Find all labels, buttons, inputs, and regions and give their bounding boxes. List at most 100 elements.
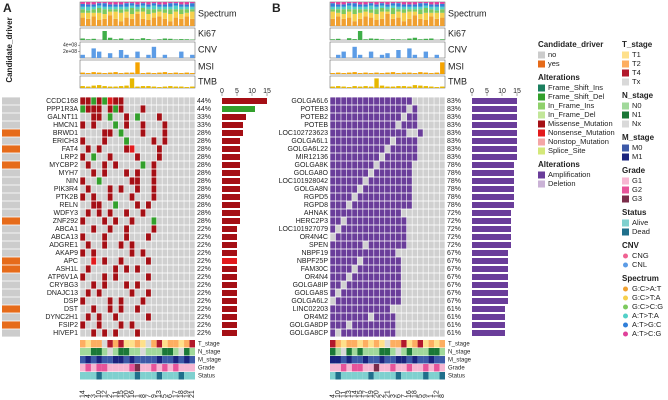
alteration-cell — [184, 161, 190, 169]
alteration-cell — [146, 257, 151, 265]
spectrum-segment — [385, 6, 390, 10]
alteration-cell — [390, 177, 396, 185]
alteration-cell — [118, 121, 124, 129]
spectrum-segment — [135, 2, 140, 5]
tmb-bar — [146, 86, 151, 88]
alteration-cell — [124, 169, 129, 177]
alteration-cell — [129, 193, 135, 201]
annotation-cell — [340, 364, 347, 372]
alteration-cell — [135, 97, 140, 105]
alteration-cell — [146, 137, 151, 145]
spectrum-segment — [124, 3, 129, 7]
tmb-bar — [140, 86, 146, 88]
spectrum-segment — [336, 6, 341, 10]
alteration-cell — [352, 137, 358, 145]
alteration-cell — [417, 209, 423, 217]
alteration-cell — [439, 97, 445, 105]
spectrum-segment — [434, 2, 439, 5]
spectrum-segment — [401, 4, 407, 7]
alteration-cell — [80, 273, 86, 281]
alteration-cell — [178, 321, 184, 329]
alteration-cell — [363, 281, 369, 289]
alteration-cell — [140, 169, 146, 177]
alteration-cell — [151, 265, 157, 273]
alteration-cell — [396, 313, 401, 321]
alteration-cell — [107, 225, 113, 233]
spectrum-segment — [429, 4, 434, 7]
alteration-cell — [385, 145, 390, 153]
spectrum-segment — [336, 16, 341, 26]
percent-label: 22% — [197, 306, 211, 313]
msi-bar — [379, 73, 385, 74]
alteration-cell — [335, 305, 341, 313]
annotation-cell — [151, 348, 157, 356]
spectrum-segment — [118, 4, 124, 7]
percent-label: 22% — [197, 330, 211, 337]
annotation-cell — [428, 340, 435, 348]
annotation-cell — [428, 372, 435, 380]
spectrum-segment — [140, 11, 146, 19]
alteration-cell — [401, 209, 407, 217]
alteration-cell — [385, 193, 390, 201]
spectrum-segment — [190, 18, 195, 26]
alteration-cell — [162, 145, 168, 153]
alteration-cell — [401, 329, 407, 337]
tmb-bar — [440, 86, 445, 88]
sample-label: 6 — [167, 394, 174, 398]
spectrum-segment — [390, 3, 396, 6]
alteration-cell — [352, 305, 358, 313]
alteration-cell — [434, 217, 440, 225]
alteration-cell — [346, 225, 352, 233]
alteration-cell — [162, 281, 168, 289]
sample-label: 11 — [112, 391, 119, 398]
spectrum-segment — [336, 2, 341, 5]
spectrum-segment — [102, 2, 107, 4]
alteration-cell — [96, 113, 102, 121]
alteration-cell — [357, 313, 363, 321]
annotation-cell — [368, 340, 374, 348]
spectrum-segment — [407, 4, 412, 7]
spectrum-segment — [346, 5, 352, 10]
alteration-cell — [439, 281, 445, 289]
spectrum-segment — [418, 3, 423, 7]
alteration-cell — [379, 169, 385, 177]
annotation-cell — [129, 364, 135, 372]
spectrum-segment — [336, 9, 341, 13]
alteration-cell — [80, 161, 86, 169]
alteration-cell — [129, 113, 135, 121]
percent-label: 22% — [197, 266, 211, 273]
alteration-cell — [189, 265, 195, 273]
tmb-bar — [412, 85, 418, 88]
alteration-cell — [417, 113, 423, 121]
alteration-cell — [439, 241, 445, 249]
alteration-cell — [113, 161, 119, 169]
alteration-cell — [129, 281, 135, 289]
msi-bar — [330, 73, 335, 74]
alteration-cell — [401, 113, 407, 121]
alteration-cell — [162, 329, 168, 337]
percent-label: 78% — [447, 194, 461, 201]
alteration-cell — [107, 129, 113, 137]
annotation-cell — [434, 356, 440, 364]
spectrum-segment — [118, 21, 124, 26]
spectrum-segment — [434, 6, 439, 11]
alteration-cell — [357, 289, 363, 297]
alteration-cell — [406, 265, 412, 273]
alteration-cell — [401, 129, 407, 137]
alteration-cell — [80, 169, 86, 177]
alteration-cell — [173, 209, 179, 217]
annotation-cell — [401, 340, 407, 348]
alteration-cell — [156, 233, 162, 241]
alteration-cell — [401, 169, 407, 177]
gene-label: GOLGA8IP — [293, 282, 329, 289]
msi-bar — [390, 72, 396, 74]
alteration-cell — [417, 249, 423, 257]
alteration-cell — [379, 209, 385, 217]
alteration-cell — [352, 313, 358, 321]
spectrum-segment — [412, 6, 418, 10]
gene-label: DSP — [64, 298, 79, 305]
candidate-cell — [2, 193, 20, 201]
alteration-cell — [113, 121, 119, 129]
alteration-cell — [374, 185, 379, 193]
alteration-cell — [184, 305, 190, 313]
